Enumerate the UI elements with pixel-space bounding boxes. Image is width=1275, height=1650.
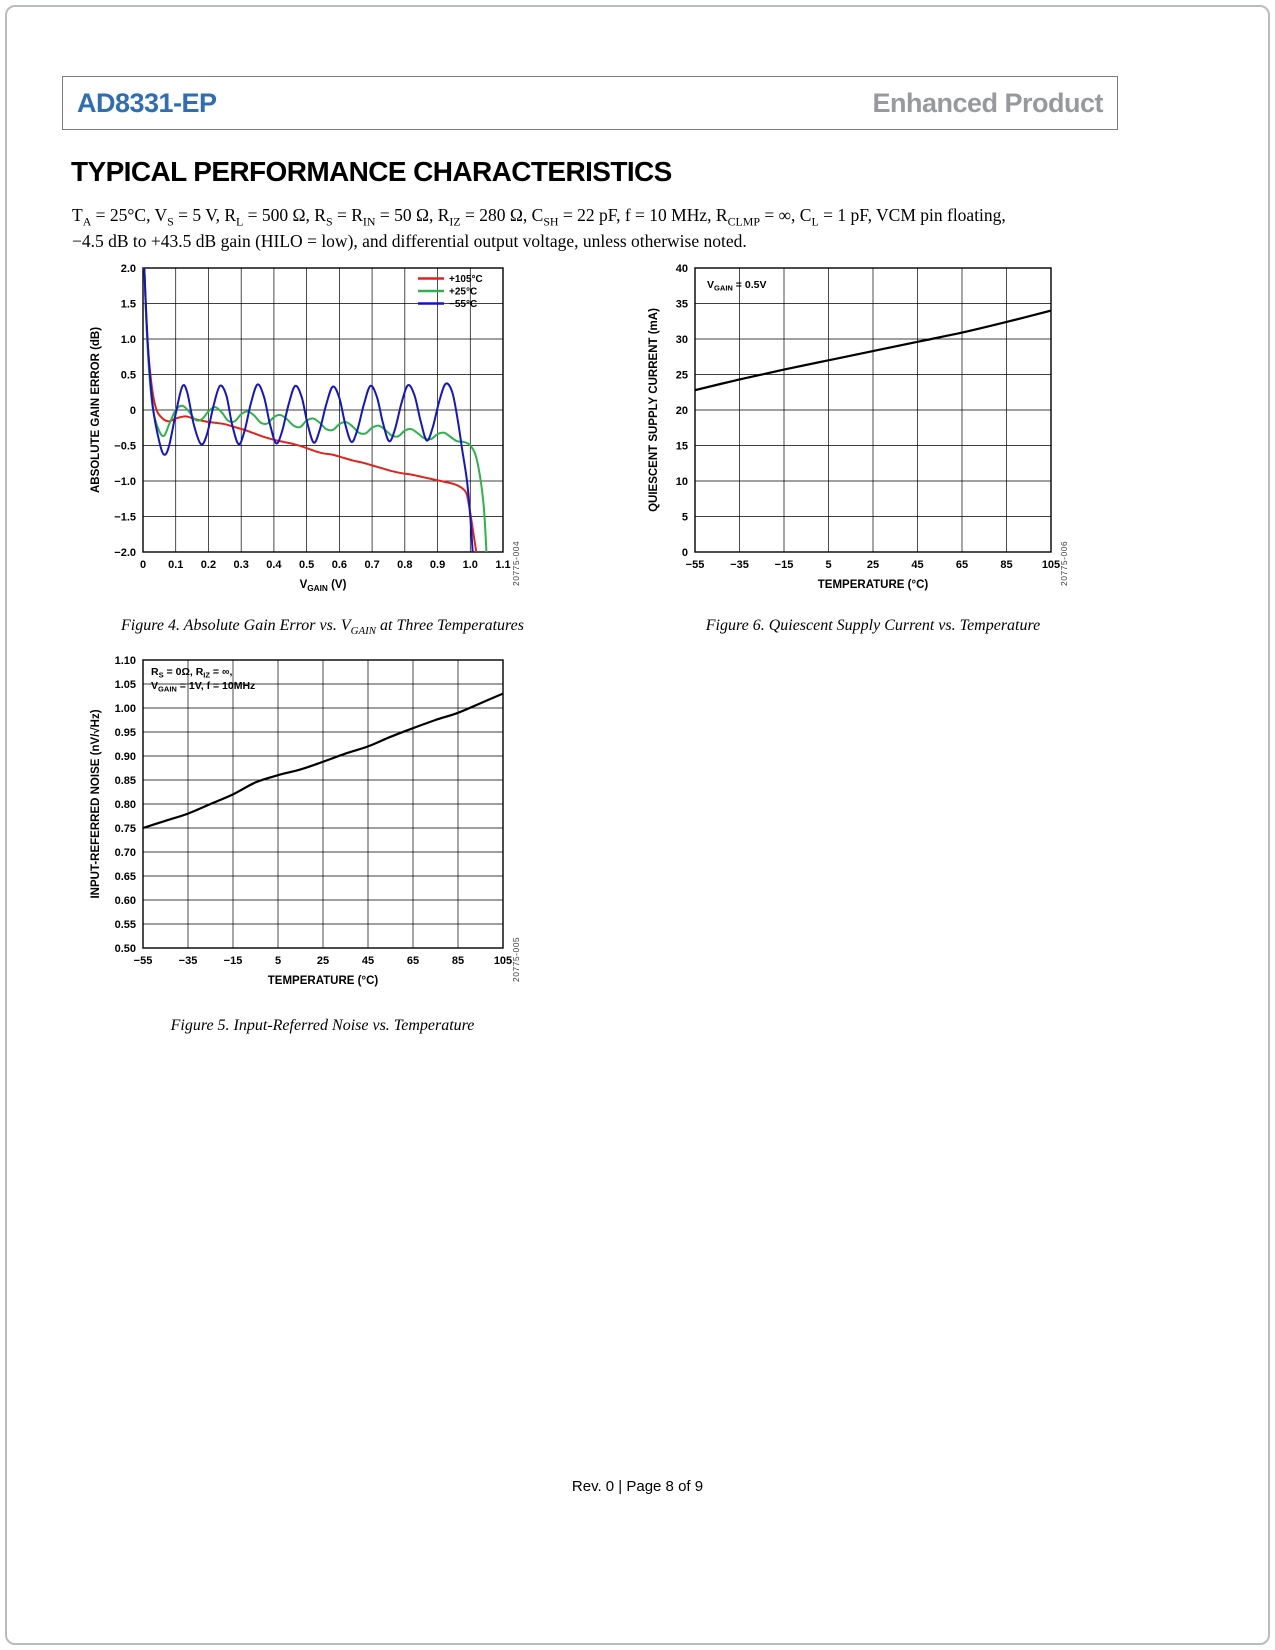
svg-text:65: 65	[956, 559, 968, 571]
svg-text:105: 105	[1042, 559, 1060, 571]
svg-text:−0.5: −0.5	[114, 441, 136, 453]
svg-text:−15: −15	[775, 559, 794, 571]
svg-text:1.0: 1.0	[463, 559, 478, 571]
svg-text:1.1: 1.1	[495, 559, 510, 571]
svg-text:0: 0	[140, 559, 146, 571]
svg-text:65: 65	[407, 955, 419, 967]
svg-text:VGAIN = 0.5V: VGAIN = 0.5V	[707, 279, 766, 293]
svg-text:0.55: 0.55	[115, 919, 136, 931]
svg-text:0: 0	[682, 547, 688, 559]
svg-text:20: 20	[676, 405, 688, 417]
svg-text:−2.0: −2.0	[114, 547, 136, 559]
svg-text:0.85: 0.85	[115, 775, 136, 787]
svg-text:QUIESCENT SUPPLY CURRENT (mA): QUIESCENT SUPPLY CURRENT (mA)	[648, 308, 660, 512]
svg-text:VGAIN (V): VGAIN (V)	[300, 579, 347, 593]
svg-text:5: 5	[825, 559, 831, 571]
svg-text:0.50: 0.50	[115, 943, 136, 955]
svg-text:85: 85	[452, 955, 464, 967]
svg-text:25: 25	[317, 955, 329, 967]
svg-text:0.4: 0.4	[266, 559, 282, 571]
svg-text:−55: −55	[686, 559, 705, 571]
svg-text:−55: −55	[134, 955, 153, 967]
svg-text:5: 5	[275, 955, 281, 967]
svg-text:VGAIN = 1V, f = 10MHz: VGAIN = 1V, f = 10MHz	[151, 680, 255, 694]
figure-5-chart: −55 −35 −15 5 25 45 65 85 105 1.10 1.05 1.00 0.95 0.9…	[89, 655, 521, 987]
svg-text:10: 10	[676, 476, 688, 488]
svg-text:1.10: 1.10	[115, 655, 136, 667]
page-footer: Rev. 0 | Page 8 of 9	[571, 1478, 704, 1495]
svg-text:0.2: 0.2	[201, 559, 216, 571]
svg-text:20775-006: 20775-006	[1059, 541, 1069, 586]
figure-6-chart: −55 −35 −15 5 25 45 65 85 105 0 5 10 15 20 25 30 35 40 TEM…	[648, 263, 1069, 591]
svg-text:−35: −35	[179, 955, 198, 967]
svg-text:−1.0: −1.0	[114, 476, 136, 488]
figure-5-block: −55 −35 −15 5 25 45 65 85 105 1.10 1.05 1.00 0.95 0.9…	[85, 648, 560, 1035]
svg-text:+105°C: +105°C	[449, 274, 483, 285]
svg-text:0.9: 0.9	[430, 559, 445, 571]
svg-text:0.5: 0.5	[299, 559, 314, 571]
svg-text:0.3: 0.3	[234, 559, 249, 571]
svg-text:20775-004: 20775-004	[511, 541, 521, 586]
svg-text:INPUT-REFERRED NOISE (nV/√Hz): INPUT-REFERRED NOISE (nV/√Hz)	[89, 709, 102, 898]
svg-text:0.60: 0.60	[115, 895, 136, 907]
svg-text:−15: −15	[224, 955, 243, 967]
figure-4-caption: Figure 4. Absolute Gain Error vs. VGAIN …	[121, 617, 524, 638]
svg-text:2.0: 2.0	[121, 263, 136, 275]
svg-text:1.05: 1.05	[115, 679, 136, 691]
svg-text:20775-005: 20775-005	[511, 937, 521, 982]
svg-text:1.5: 1.5	[121, 299, 136, 311]
svg-text:25: 25	[867, 559, 879, 571]
svg-text:0: 0	[130, 405, 136, 417]
test-conditions: TA = 25°C, VS = 5 V, RL = 500 Ω, RS = RI…	[72, 205, 1006, 252]
svg-text:TEMPERATURE (°C): TEMPERATURE (°C)	[818, 579, 929, 591]
part-number: AD8331-EP	[77, 87, 217, 118]
svg-text:45: 45	[911, 559, 923, 571]
svg-text:35: 35	[676, 299, 688, 311]
figure-5-caption: Figure 5. Input-Referred Noise vs. Tempe…	[170, 1017, 475, 1034]
svg-text:TEMPERATURE (°C): TEMPERATURE (°C)	[268, 975, 379, 987]
svg-text:105: 105	[494, 955, 512, 967]
svg-text:0.80: 0.80	[115, 799, 136, 811]
svg-text:85: 85	[1000, 559, 1012, 571]
svg-text:0.75: 0.75	[115, 823, 136, 835]
svg-text:0.70: 0.70	[115, 847, 136, 859]
svg-text:−35: −35	[730, 559, 749, 571]
svg-text:0.5: 0.5	[121, 370, 136, 382]
product-type-label: Enhanced Product	[872, 87, 1103, 118]
svg-text:+25°C: +25°C	[449, 287, 477, 298]
figure-6-caption: Figure 6. Quiescent Supply Current vs. T…	[705, 617, 1041, 634]
svg-text:15: 15	[676, 441, 688, 453]
svg-text:0.8: 0.8	[397, 559, 412, 571]
figure-4-chart: 0 0.1 0.2 0.3 0.4 0.5 0.6 0.7 0.8 0.9 1.0 1.1 2.0 1.5…	[90, 263, 521, 593]
svg-text:0.6: 0.6	[332, 559, 347, 571]
svg-text:ABSOLUTE GAIN ERROR (dB): ABSOLUTE GAIN ERROR (dB)	[90, 327, 102, 493]
svg-text:0.90: 0.90	[115, 751, 136, 763]
svg-text:30: 30	[676, 334, 688, 346]
svg-text:45: 45	[362, 955, 374, 967]
section-title: TYPICAL PERFORMANCE CHARACTERISTICS	[71, 156, 672, 187]
figure-6-block: −55 −35 −15 5 25 45 65 85 105 0 5 10 15 20 25 30 35 40 TEM…	[645, 258, 1135, 635]
figure-4-block: 0 0.1 0.2 0.3 0.4 0.5 0.6 0.7 0.8 0.9 1.0 1.1 2.0 1.5…	[85, 258, 560, 638]
svg-text:RS = 0Ω, RIZ = ∞,: RS = 0Ω, RIZ = ∞,	[151, 666, 232, 680]
svg-text:0.65: 0.65	[115, 871, 136, 883]
svg-text:0.1: 0.1	[168, 559, 183, 571]
svg-text:−55°C: −55°C	[449, 299, 477, 310]
svg-text:0.7: 0.7	[364, 559, 379, 571]
svg-text:40: 40	[676, 263, 688, 275]
svg-text:0.95: 0.95	[115, 727, 136, 739]
svg-text:−1.5: −1.5	[114, 512, 136, 524]
header: AD8331-EP Enhanced Product	[62, 76, 1118, 130]
svg-text:25: 25	[676, 370, 688, 382]
svg-text:1.00: 1.00	[115, 703, 136, 715]
svg-text:1.0: 1.0	[121, 334, 136, 346]
svg-text:5: 5	[682, 512, 688, 524]
